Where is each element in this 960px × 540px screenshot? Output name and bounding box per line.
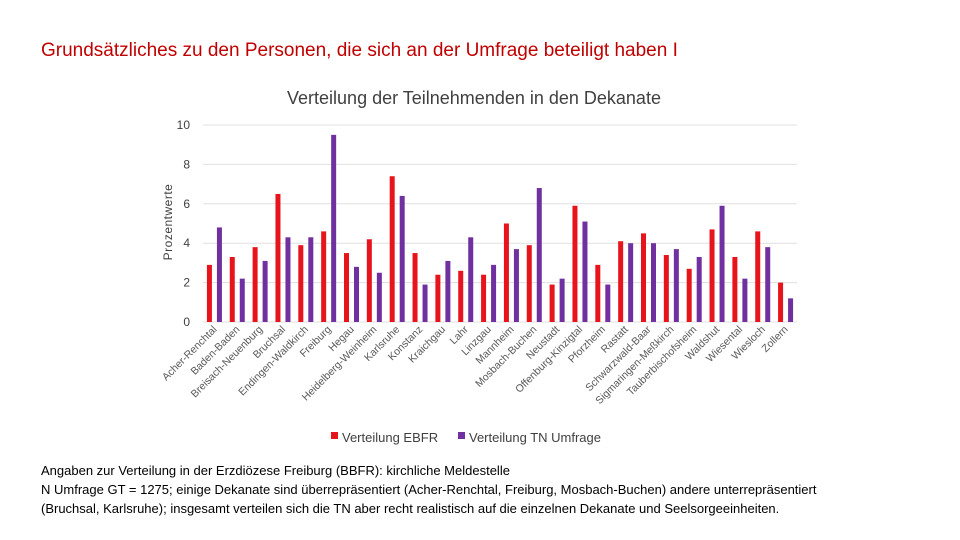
bar-tn <box>216 227 222 322</box>
bar-tn <box>788 298 794 322</box>
bars <box>206 134 794 322</box>
bar-ebfr <box>503 223 509 322</box>
bar-ebfr <box>778 282 784 322</box>
bar-ebfr <box>755 231 761 322</box>
y-tick-label: 8 <box>183 157 190 171</box>
bar-ebfr <box>709 229 715 322</box>
bar-ebfr <box>526 245 532 322</box>
bar-tn <box>628 243 634 322</box>
bar-tn <box>742 278 748 322</box>
legend-label-ebfr: Verteilung EBFR <box>342 430 438 445</box>
bar-tn <box>765 247 771 322</box>
y-tick-label: 2 <box>183 276 190 290</box>
bar-ebfr <box>572 205 578 322</box>
y-axis-label: Prozentwerte <box>161 184 175 261</box>
bar-ebfr <box>229 256 235 322</box>
bar-ebfr <box>732 256 738 322</box>
bar-tn <box>399 195 405 322</box>
bar-tn <box>354 266 359 322</box>
x-axis-categories: Acher-RenchtalBaden-BadenBreisach-Neuenb… <box>160 323 791 407</box>
bar-tn <box>376 272 382 322</box>
bar-ebfr <box>618 241 624 322</box>
footnote-line-1: Angaben zur Verteilung in der Erzdiözese… <box>41 463 510 478</box>
chart-title: Verteilung der Teilnehmenden in den Deka… <box>287 88 661 108</box>
bar-chart: Verteilung der Teilnehmenden in den Deka… <box>160 88 797 445</box>
x-category-label: Zollern <box>760 324 791 355</box>
bar-tn <box>696 256 702 322</box>
bar-ebfr <box>412 253 418 322</box>
y-tick-label: 0 <box>183 315 190 329</box>
bar-ebfr <box>481 274 487 322</box>
bar-tn <box>308 237 314 322</box>
bar-ebfr <box>595 264 601 322</box>
bar-tn <box>285 237 291 322</box>
legend-swatch-ebfr <box>331 432 338 439</box>
footnote-line-2: N Umfrage GT = 1275; einige Dekanate sin… <box>41 482 817 497</box>
bar-ebfr <box>298 245 304 322</box>
bar-ebfr <box>252 247 258 322</box>
bar-tn <box>605 284 611 322</box>
legend: Verteilung EBFR Verteilung TN Umfrage <box>331 430 601 445</box>
bar-ebfr <box>366 239 372 322</box>
slide-headline: Grundsätzliches zu den Personen, die sic… <box>41 40 678 61</box>
bar-tn <box>239 278 245 322</box>
bar-ebfr <box>275 193 281 322</box>
bar-ebfr <box>549 284 555 322</box>
bar-tn <box>673 249 679 322</box>
y-tick-label: 4 <box>183 236 190 250</box>
footnote: Angaben zur Verteilung in der Erzdiözese… <box>41 461 946 518</box>
bar-tn <box>651 243 656 322</box>
gridlines <box>203 124 797 323</box>
bar-tn <box>445 260 451 322</box>
bar-ebfr <box>686 268 692 322</box>
bar-tn <box>331 134 337 322</box>
bar-tn <box>536 188 542 322</box>
bar-tn <box>491 264 497 322</box>
bar-ebfr <box>321 231 327 322</box>
y-tick-label: 6 <box>183 197 190 211</box>
bar-ebfr <box>344 253 349 322</box>
y-axis-ticks: 0 2 4 6 8 10 <box>177 118 191 329</box>
bar-tn <box>468 237 474 322</box>
legend-label-tn: Verteilung TN Umfrage <box>469 430 601 445</box>
bar-ebfr <box>206 264 212 322</box>
bar-ebfr <box>458 270 464 322</box>
bar-ebfr <box>389 176 395 322</box>
bar-tn <box>422 284 428 322</box>
legend-swatch-tn <box>458 432 465 439</box>
bar-tn <box>582 221 588 322</box>
bar-tn <box>559 278 565 322</box>
y-tick-label: 10 <box>177 118 191 132</box>
bar-tn <box>513 249 519 322</box>
footnote-line-3: (Bruchsal, Karlsruhe); insgesamt verteil… <box>41 501 780 516</box>
bar-ebfr <box>663 255 669 322</box>
bar-ebfr <box>435 274 441 322</box>
bar-tn <box>719 205 725 322</box>
bar-tn <box>262 260 268 322</box>
bar-ebfr <box>641 233 646 322</box>
